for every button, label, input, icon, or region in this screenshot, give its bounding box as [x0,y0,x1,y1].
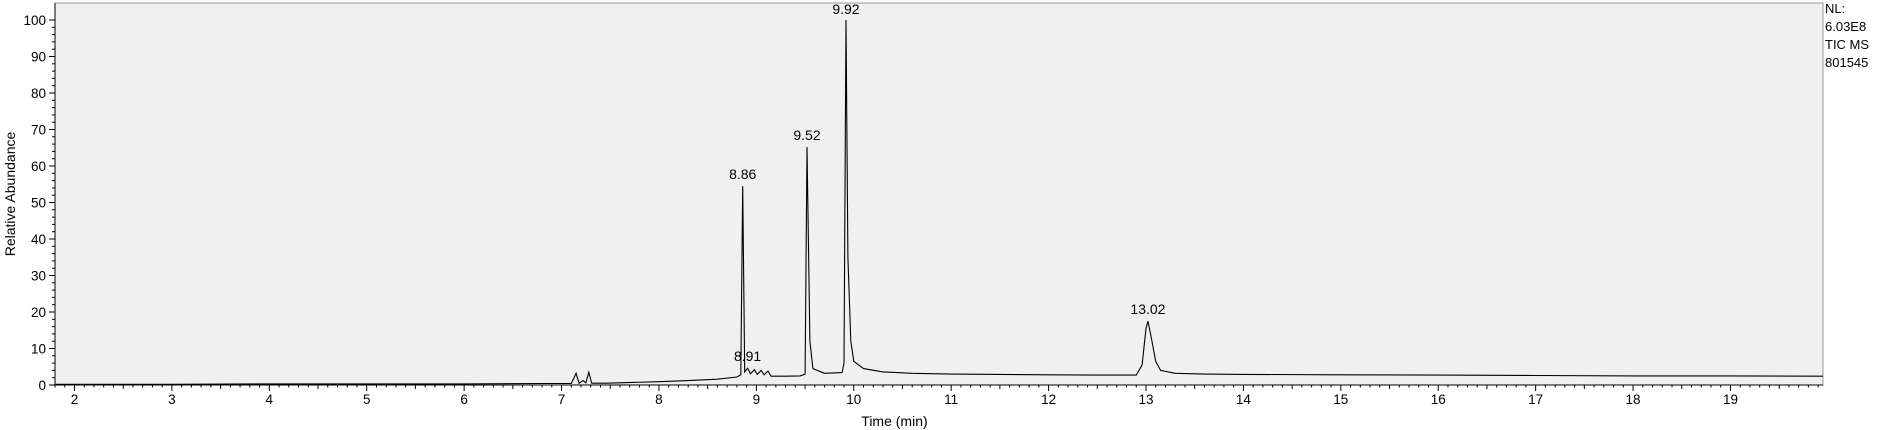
y-tick-label: 80 [31,86,46,101]
y-tick-label: 50 [31,196,46,211]
info-scan-type: TIC MS [1825,37,1869,52]
x-tick-label: 17 [1528,392,1543,407]
y-tick-label: 30 [31,269,46,284]
x-tick-label: 9 [753,392,761,407]
x-axis-title: Time (min) [861,413,927,429]
peak-label: 8.86 [729,166,756,182]
x-tick-label: 19 [1723,392,1738,407]
y-tick-label: 20 [31,305,46,320]
x-tick-label: 14 [1236,392,1252,407]
x-axis: 2 3 4 5 6 7 8 9 10 11 12 13 14 15 16 17 18 19 [54,384,1823,407]
x-tick-label: 10 [846,392,861,407]
y-axis: 0 10 20 30 40 50 60 70 80 90 100 [23,3,56,393]
y-tick-label: 40 [31,232,46,247]
x-tick-label: 3 [168,392,176,407]
x-tick-label: 15 [1333,392,1348,407]
x-tick-label: 7 [558,392,566,407]
y-tick-label: 0 [38,378,46,393]
info-file-id: 801545 [1825,55,1868,70]
scan-info: NL: 6.03E8 TIC MS 801545 [1825,1,1869,70]
x-tick-label: 4 [266,392,274,407]
x-tick-label: 12 [1041,392,1056,407]
x-tick-label: 8 [655,392,663,407]
x-tick-label: 11 [944,392,958,407]
plot-area [54,2,1824,386]
peak-label: 13.02 [1130,301,1165,317]
x-tick-label: 13 [1138,392,1153,407]
y-tick-label: 100 [23,13,46,28]
peak-labels: 8.86 8.91 9.52 9.92 13.02 [729,1,1166,364]
tic-trace-line [55,19,1824,385]
info-nl-value: 6.03E8 [1825,19,1866,34]
y-tick-label: 90 [31,50,46,65]
x-tick-label: 6 [460,392,468,407]
x-tick-label: 16 [1431,392,1446,407]
info-nl-label: NL: [1825,1,1845,16]
y-tick-label: 10 [31,342,46,357]
peak-label: 9.52 [793,127,820,143]
peak-label: 9.92 [832,1,859,17]
x-tick-label: 18 [1626,392,1641,407]
x-tick-label: 5 [363,392,371,407]
y-axis-title: Relative Abundance [2,132,18,257]
x-tick-label: 2 [71,392,79,407]
y-tick-label: 70 [31,123,46,138]
peak-label: 8.91 [734,348,761,364]
y-tick-label: 60 [31,159,46,174]
